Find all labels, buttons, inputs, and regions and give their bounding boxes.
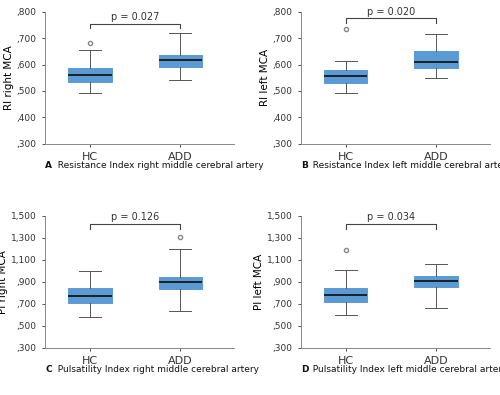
Text: A: A [45,161,52,170]
PathPatch shape [68,68,112,82]
PathPatch shape [324,70,368,83]
Y-axis label: RI right MCA: RI right MCA [4,45,14,110]
Text: p = 0.020: p = 0.020 [366,7,415,17]
Text: Resistance Index left middle cerebral artery: Resistance Index left middle cerebral ar… [307,161,500,170]
Text: p = 0.126: p = 0.126 [111,212,160,222]
Text: p = 0.034: p = 0.034 [366,212,415,222]
Text: Pulsatility Index right middle cerebral artery: Pulsatility Index right middle cerebral … [52,365,258,374]
Text: C: C [45,365,52,374]
Text: B: B [300,161,308,170]
Y-axis label: PI left MCA: PI left MCA [254,254,264,310]
PathPatch shape [414,276,458,287]
Y-axis label: RI left MCA: RI left MCA [260,49,270,106]
Text: D: D [300,365,308,374]
PathPatch shape [414,51,458,68]
PathPatch shape [324,288,368,301]
Y-axis label: PI right MCA: PI right MCA [0,250,8,314]
Text: Pulsatility Index left middle cerebral artery: Pulsatility Index left middle cerebral a… [307,365,500,374]
PathPatch shape [158,55,202,67]
PathPatch shape [68,288,112,303]
Text: p = 0.027: p = 0.027 [111,12,160,22]
PathPatch shape [158,277,202,289]
Text: Resistance Index right middle cerebral artery: Resistance Index right middle cerebral a… [52,161,263,170]
